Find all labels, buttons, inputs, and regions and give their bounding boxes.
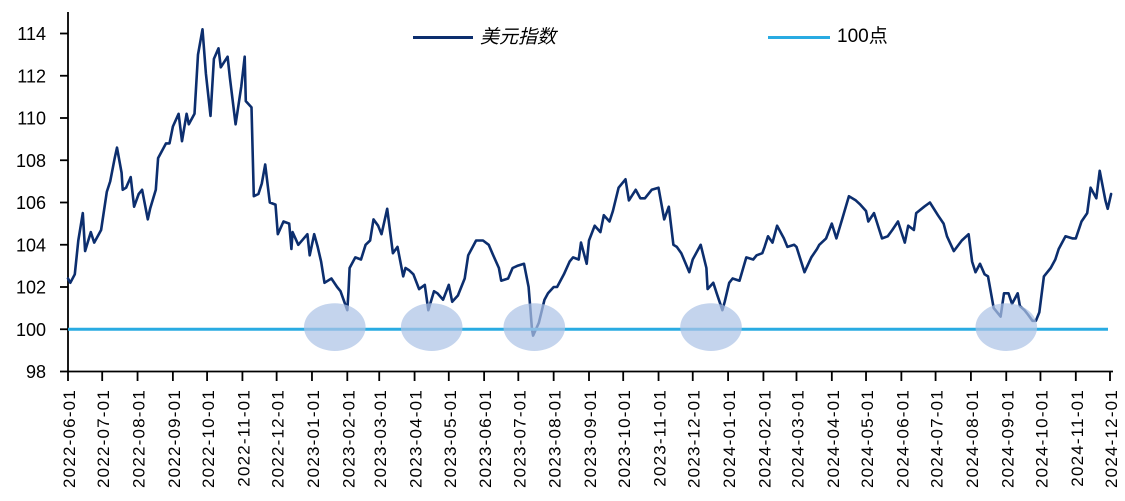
y-tick-label: 106: [16, 193, 46, 213]
legend-item-threshold-line: 100点: [768, 26, 888, 48]
y-tick-label: 108: [16, 151, 46, 171]
x-tick-label: 2023-07-01: [510, 389, 529, 488]
x-tick-label: 2023-09-01: [581, 389, 600, 488]
threshold-legend-label: 100点: [837, 26, 888, 47]
x-tick-label: 2024-07-01: [928, 389, 947, 488]
y-tick-label: 112: [17, 66, 46, 86]
x-tick-label: 2022-06-01: [60, 389, 79, 488]
x-tick-label: 2022-08-01: [130, 389, 149, 488]
x-tick-label: 2024-02-01: [755, 389, 774, 488]
x-tick-label: 2024-01-01: [720, 389, 739, 488]
x-tick-label: 2022-10-01: [199, 389, 218, 488]
x-tick-label: 2024-11-01: [1068, 389, 1087, 487]
y-tick-label: 102: [16, 278, 46, 298]
y-tick-label: 114: [17, 24, 46, 44]
threshold-line-swatch: [768, 35, 830, 39]
x-tick-label: 2024-08-01: [963, 389, 982, 488]
legend-item-usd-index: 美元指数: [413, 26, 556, 48]
x-tick-label: 2022-11-01: [234, 389, 253, 487]
x-tick-label: 2023-05-01: [441, 389, 460, 488]
x-tick-label: 2024-05-01: [858, 389, 877, 488]
y-tick-label: 104: [16, 235, 46, 255]
x-tick-label: 2024-03-01: [788, 389, 807, 488]
x-tick-label: 2023-01-01: [304, 389, 323, 488]
x-tick-label: 2023-10-01: [615, 389, 634, 488]
usd-index-line-swatch: [413, 35, 473, 39]
highlight-ellipse-2: [400, 303, 463, 351]
x-tick-label: 2023-11-01: [651, 389, 670, 487]
x-tick-label: 2023-08-01: [546, 389, 565, 488]
highlight-ellipse-1: [304, 303, 366, 351]
x-tick-label: 2023-06-01: [476, 389, 495, 488]
x-tick-label: 2023-03-01: [371, 389, 390, 488]
y-tick-label: 98: [26, 362, 46, 382]
usd-index-line: [66, 27, 1113, 337]
x-tick-label: 2022-12-01: [269, 389, 288, 488]
x-tick-label: 2022-07-01: [94, 389, 113, 488]
x-tick-label: 2023-12-01: [685, 389, 704, 488]
x-tick-label: 2024-04-01: [824, 389, 843, 488]
x-tick-label: 2023-04-01: [407, 389, 426, 488]
highlight-ellipse-4: [680, 303, 742, 351]
highlight-ellipse-3: [503, 303, 566, 351]
x-tick-label: 2022-09-01: [165, 389, 184, 488]
y-tick-label: 110: [17, 109, 46, 129]
highlight-ellipse-5: [975, 303, 1038, 351]
x-tick-label: 2024-12-01: [1102, 389, 1121, 488]
x-tick-label: 2024-10-01: [1032, 389, 1051, 488]
x-tick-label: 2024-06-01: [893, 389, 912, 488]
y-tick-label: 100: [16, 320, 46, 340]
usd-index-legend-label: 美元指数: [480, 26, 557, 48]
x-tick-label: 2024-09-01: [998, 389, 1017, 488]
x-tick-label: 2023-02-01: [339, 389, 358, 488]
